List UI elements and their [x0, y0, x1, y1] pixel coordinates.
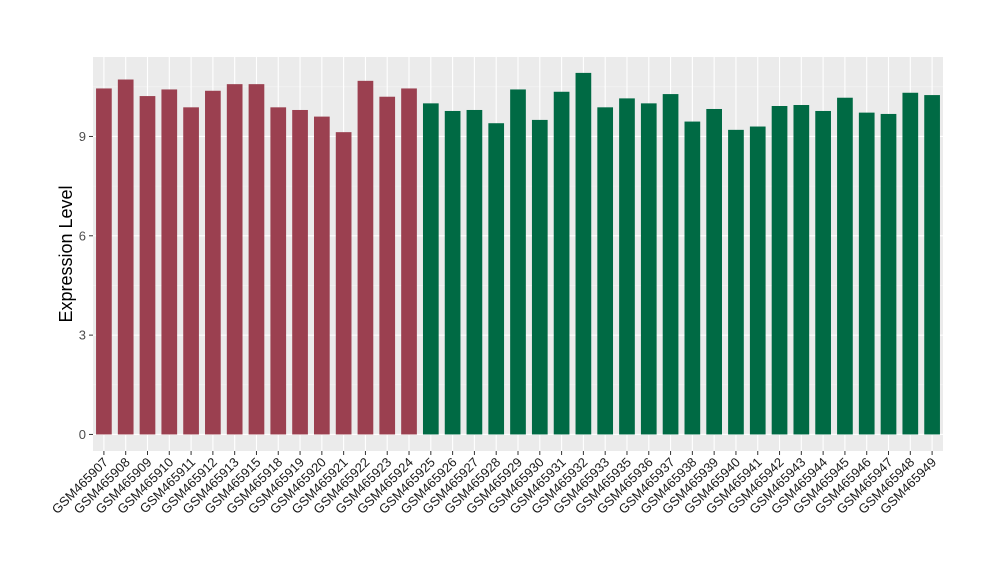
bar-GSM465941 — [749, 126, 766, 435]
y-tick-label: 6 — [79, 228, 86, 243]
bar-GSM465920 — [314, 116, 330, 435]
bar-GSM465913 — [226, 84, 243, 435]
bar-GSM465910 — [161, 89, 178, 435]
bar-GSM465949 — [924, 95, 940, 435]
y-axis-title: Expression Level — [56, 185, 76, 322]
y-tick-label: 0 — [79, 427, 86, 442]
bar-GSM465923 — [379, 96, 396, 435]
bars — [96, 72, 940, 435]
bar-GSM465948 — [902, 92, 919, 435]
bar-GSM465911 — [183, 107, 199, 435]
bar-GSM465940 — [728, 129, 744, 435]
bar-GSM465946 — [858, 112, 875, 435]
bar-GSM465931 — [553, 91, 570, 435]
bar-GSM465933 — [597, 107, 614, 435]
bar-GSM465915 — [248, 84, 265, 435]
bar-GSM465919 — [292, 109, 308, 435]
bar-GSM465930 — [531, 119, 548, 435]
bar-GSM465938 — [684, 121, 701, 435]
bar-GSM465909 — [139, 96, 156, 435]
bar-GSM465929 — [510, 89, 526, 435]
y-tick-label: 9 — [79, 129, 86, 144]
x-axis: GSM465907GSM465908GSM465909GSM465910GSM4… — [49, 451, 939, 517]
y-axis: 0 3 6 9 — [79, 129, 93, 442]
bar-GSM465908 — [117, 79, 134, 435]
bar-GSM465921 — [335, 132, 352, 435]
bar-GSM465926 — [444, 110, 461, 435]
bar-GSM465943 — [793, 105, 810, 435]
bar-GSM465924 — [401, 88, 417, 435]
bar-GSM465945 — [837, 97, 853, 435]
bar-GSM465927 — [466, 109, 483, 435]
bar-GSM465907 — [96, 88, 112, 435]
bar-GSM465942 — [771, 106, 788, 435]
bar-GSM465939 — [706, 108, 722, 435]
bar-GSM465912 — [205, 90, 221, 435]
bar-GSM465918 — [270, 107, 287, 435]
bar-GSM465925 — [422, 103, 439, 435]
bar-GSM465944 — [815, 110, 831, 435]
bar-GSM465922 — [357, 80, 374, 435]
bar-GSM465947 — [880, 113, 897, 435]
bar-GSM465932 — [575, 72, 592, 435]
bar-GSM465936 — [640, 103, 657, 435]
bar-GSM465937 — [662, 94, 679, 435]
bar-GSM465928 — [488, 123, 505, 435]
y-tick-label: 3 — [79, 328, 86, 343]
bar-GSM465935 — [619, 98, 635, 435]
